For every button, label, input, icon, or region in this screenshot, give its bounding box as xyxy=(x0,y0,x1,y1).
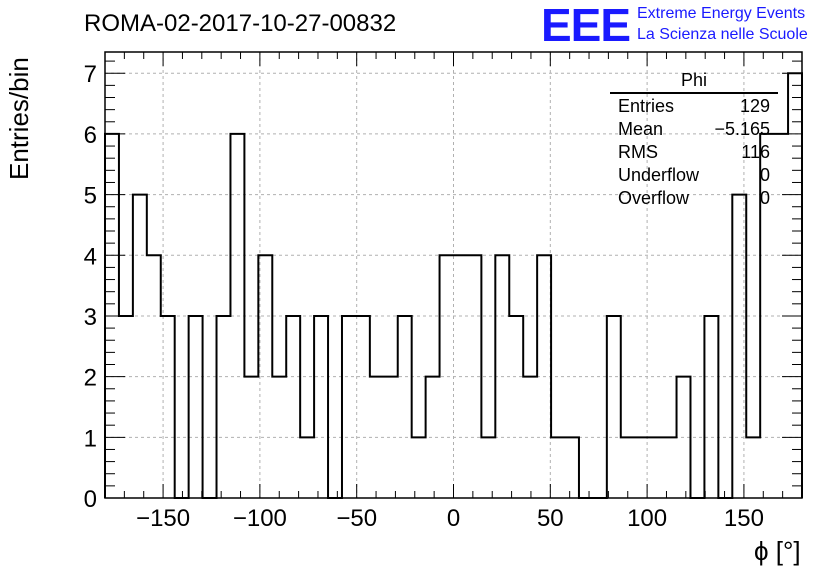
y-tick-label: 4 xyxy=(84,243,97,270)
histogram-bin xyxy=(314,316,328,498)
histogram-bin xyxy=(481,437,495,498)
histogram-bin xyxy=(300,437,314,498)
histogram-bin xyxy=(189,316,203,498)
plot-frame xyxy=(104,51,803,499)
histogram-bin xyxy=(607,316,621,498)
histogram-bin xyxy=(621,437,635,498)
histogram-bin xyxy=(649,437,663,498)
stats-value: 129 xyxy=(739,96,770,116)
histogram-bin xyxy=(704,316,718,498)
stats-row-rms: RMS 116 xyxy=(610,142,778,165)
x-tick-label: 100 xyxy=(627,505,667,532)
stats-box: Phi Entries 129 Mean −5.165 RMS 116 Unde… xyxy=(610,70,778,211)
x-tick-label: 50 xyxy=(537,505,564,532)
y-axis-label: Entries/bin xyxy=(4,57,34,180)
stats-label: Entries xyxy=(618,96,675,116)
histogram-bin xyxy=(635,437,649,498)
stats-row-underflow: Underflow 0 xyxy=(610,165,778,188)
stats-value: 0 xyxy=(759,165,770,185)
histogram-bin xyxy=(565,437,579,498)
x-axis-label: ϕ [°] xyxy=(754,536,801,566)
histogram-bin xyxy=(412,437,426,498)
stats-label: Underflow xyxy=(618,165,700,185)
stats-title: Phi xyxy=(610,70,778,94)
y-tick-label: 5 xyxy=(84,183,97,210)
histogram-bin xyxy=(217,316,231,498)
histogram-bin xyxy=(746,437,760,498)
y-tick-label: 7 xyxy=(84,61,97,88)
stats-value: 116 xyxy=(741,142,770,162)
histogram-bin xyxy=(509,316,523,498)
x-tick-label: 0 xyxy=(447,505,460,532)
stats-row-overflow: Overflow 0 xyxy=(610,188,778,211)
stats-row-entries: Entries 129 xyxy=(610,96,778,119)
y-tick-label: 2 xyxy=(84,365,97,392)
logo-line-1: Extreme Energy Events xyxy=(637,5,806,22)
stats-value: −5.165 xyxy=(714,119,770,139)
stats-label: RMS xyxy=(618,142,658,162)
stats-value: 0 xyxy=(759,188,770,208)
histogram-bin xyxy=(398,316,412,498)
y-tick-label: 6 xyxy=(84,122,97,149)
y-tick-label: 3 xyxy=(84,304,97,331)
y-tick-label: 0 xyxy=(84,486,97,513)
eee-logo: EEE xyxy=(541,0,631,51)
x-tick-label: −50 xyxy=(336,505,377,532)
histogram-bin xyxy=(286,316,300,498)
stats-label: Mean xyxy=(618,119,664,139)
stats-row-mean: Mean −5.165 xyxy=(610,119,778,142)
histogram-bin xyxy=(119,316,133,498)
x-tick-label: −100 xyxy=(233,505,287,532)
stats-label: Overflow xyxy=(618,188,690,208)
histogram-bin xyxy=(788,73,802,498)
y-tick-label: 1 xyxy=(84,425,97,452)
logo-line-2: La Scienza nelle Scuole xyxy=(637,26,808,43)
histogram-bin xyxy=(663,437,677,498)
histogram-bin xyxy=(551,437,565,498)
histogram-bin xyxy=(258,255,272,498)
histogram-bin xyxy=(133,195,147,498)
histogram-bin xyxy=(356,316,370,498)
x-tick-label: −150 xyxy=(136,505,190,532)
x-tick-label: 150 xyxy=(724,505,764,532)
histogram-bin xyxy=(342,316,356,498)
chart-title: ROMA-02-2017-10-27-00832 xyxy=(84,10,397,37)
